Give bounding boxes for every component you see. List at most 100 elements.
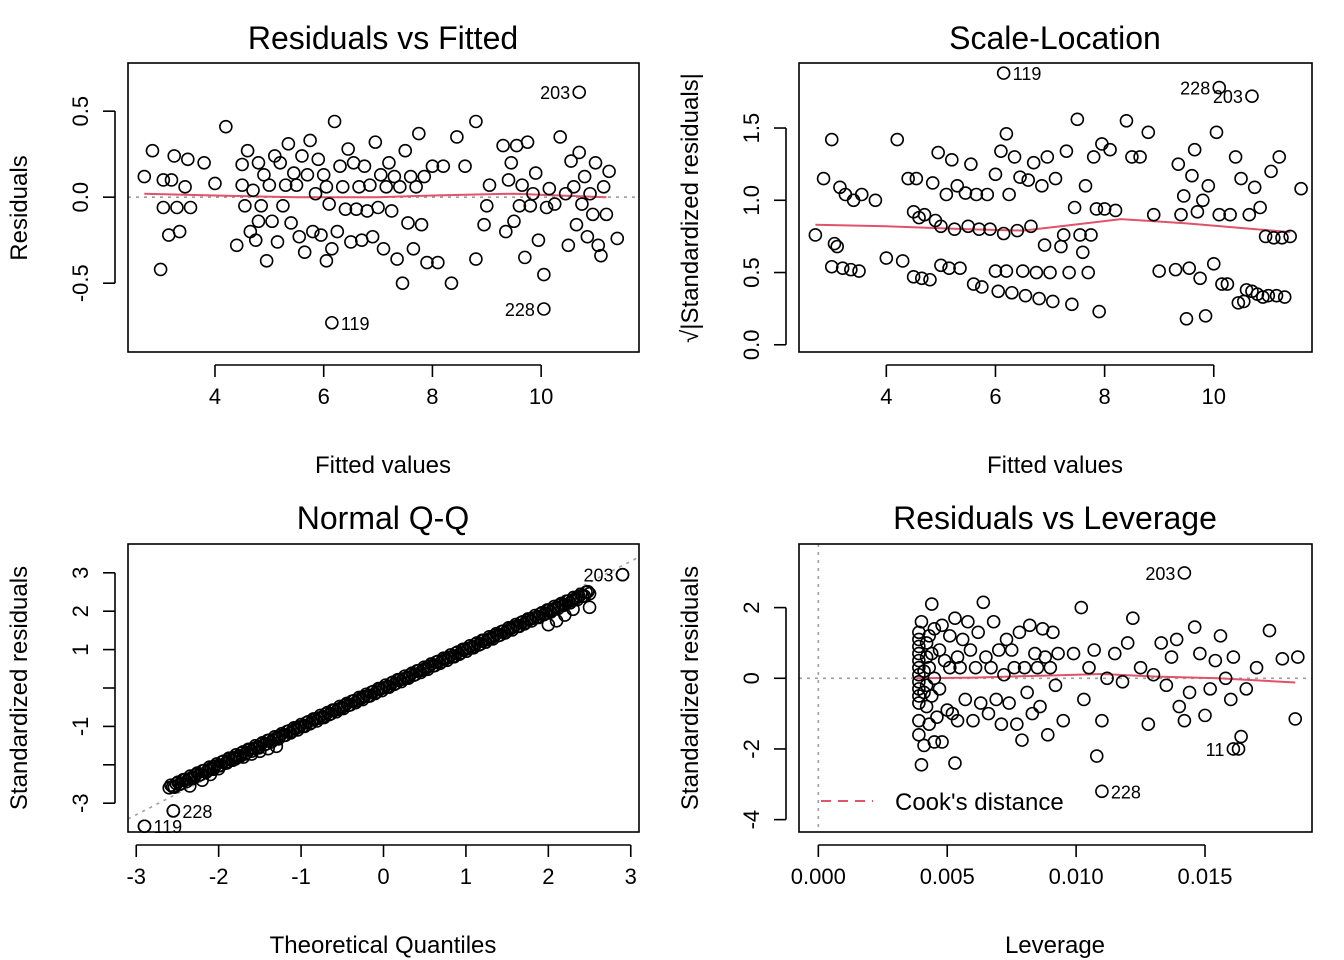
- rvf-y-axis-label: Residuals: [6, 155, 33, 260]
- sl-title: Scale-Location: [949, 20, 1161, 56]
- rvl-point: [1203, 682, 1217, 696]
- rvf-outlier-label: 203: [540, 83, 570, 103]
- rvf-point: [363, 178, 377, 192]
- rvl-point: [1154, 636, 1168, 650]
- sl-point: [1048, 171, 1063, 186]
- rvf-point: [401, 216, 415, 230]
- rvf-point: [178, 180, 192, 194]
- sl-point: [906, 270, 921, 284]
- sl-point: [1231, 296, 1246, 310]
- qq-point: [236, 750, 251, 764]
- rvf-point: [594, 248, 608, 263]
- rvf-point: [596, 180, 611, 194]
- sl-y-tick-label: 1.0: [739, 185, 764, 216]
- sl-point: [1185, 168, 1199, 183]
- rvl-point: [1159, 678, 1174, 693]
- sl-point: [969, 187, 984, 202]
- rvf-point: [167, 149, 182, 163]
- qq-x-tick-label: -1: [291, 864, 311, 889]
- qq-point: [566, 602, 580, 617]
- rvl-point: [1033, 699, 1047, 714]
- rvf-point: [333, 159, 347, 174]
- rvl-point: [1288, 712, 1303, 726]
- sl-point: [1174, 207, 1188, 222]
- rvl-y-tick-label: 2: [739, 601, 764, 613]
- rvl-point: [1133, 660, 1148, 675]
- rvl-point: [963, 643, 978, 657]
- rvf-point: [425, 159, 440, 174]
- rvf-point: [610, 231, 625, 246]
- rvf-point: [553, 130, 567, 144]
- sl-point: [1266, 231, 1281, 245]
- rvf-point: [395, 276, 410, 290]
- sl-point: [824, 132, 839, 147]
- rvl-point: [1007, 660, 1022, 675]
- sl-point: [1272, 150, 1287, 164]
- rvl-point: [1017, 660, 1032, 675]
- rvf-point: [335, 180, 350, 194]
- rvf-point: [240, 143, 255, 158]
- sl-point: [1212, 207, 1227, 222]
- rvf-point: [319, 180, 334, 194]
- rvl-point: [1100, 671, 1114, 686]
- qq-point: [244, 747, 259, 761]
- rvl-point: [1226, 650, 1241, 664]
- rvf-point: [482, 178, 497, 192]
- sl-outlier-point: [1212, 80, 1227, 95]
- rvf-point: [479, 198, 494, 213]
- sl-point: [1133, 150, 1147, 164]
- sl-point: [1021, 173, 1036, 187]
- rvf-point: [444, 276, 459, 290]
- rvl-point: [1172, 699, 1187, 714]
- rvf-point: [507, 214, 521, 229]
- rvl-point: [984, 660, 998, 675]
- rvf-point: [390, 252, 404, 266]
- sl-point: [901, 171, 915, 186]
- sl-point: [879, 251, 894, 265]
- rvl-point: [986, 614, 1001, 629]
- sl-point: [1084, 228, 1098, 242]
- rvl-point: [1095, 713, 1109, 728]
- sl-point: [868, 193, 883, 208]
- sl-point: [1013, 170, 1027, 184]
- rvl-point: [1169, 632, 1184, 647]
- sl-point: [1146, 207, 1161, 222]
- rvl-point: [927, 735, 942, 749]
- rvf-point: [469, 114, 483, 129]
- scale-location-panel: Scale-Location Fitted values √|Standardi…: [677, 20, 1313, 479]
- qq-x-tick-label: -3: [126, 864, 146, 889]
- rvf-point: [501, 173, 516, 187]
- rvf-point: [365, 229, 380, 244]
- rvf-point: [229, 238, 244, 253]
- sl-point: [1005, 285, 1019, 300]
- sl-y-tick-label: 1.5: [739, 113, 764, 144]
- rvl-point: [919, 678, 934, 693]
- sl-point: [1002, 187, 1016, 202]
- sl-point: [808, 228, 823, 242]
- rvf-point: [357, 159, 372, 174]
- sl-point: [846, 193, 861, 208]
- rvl-point: [1182, 685, 1197, 700]
- sl-point: [1045, 294, 1060, 309]
- qq-point: [582, 600, 597, 615]
- sl-point: [972, 222, 986, 236]
- rvf-point: [414, 217, 429, 232]
- sl-point: [1108, 203, 1123, 218]
- rvf-point: [306, 224, 320, 239]
- sl-point: [925, 176, 940, 190]
- rvl-title: Residuals vs Leverage: [893, 500, 1217, 536]
- rvl-point: [914, 614, 929, 629]
- sl-point: [1141, 125, 1156, 140]
- rvl-point: [1066, 646, 1081, 661]
- rvf-point: [300, 168, 315, 182]
- sl-point: [827, 236, 842, 251]
- rvl-point: [1234, 729, 1248, 744]
- rvf-point: [251, 214, 266, 229]
- rvl-x-tick-label: 0.005: [920, 864, 975, 889]
- sl-x-tick-label: 6: [989, 384, 1001, 409]
- rvf-point: [499, 224, 513, 239]
- rvf-point: [235, 178, 249, 192]
- sl-point: [1067, 200, 1082, 215]
- rvf-point: [170, 200, 184, 215]
